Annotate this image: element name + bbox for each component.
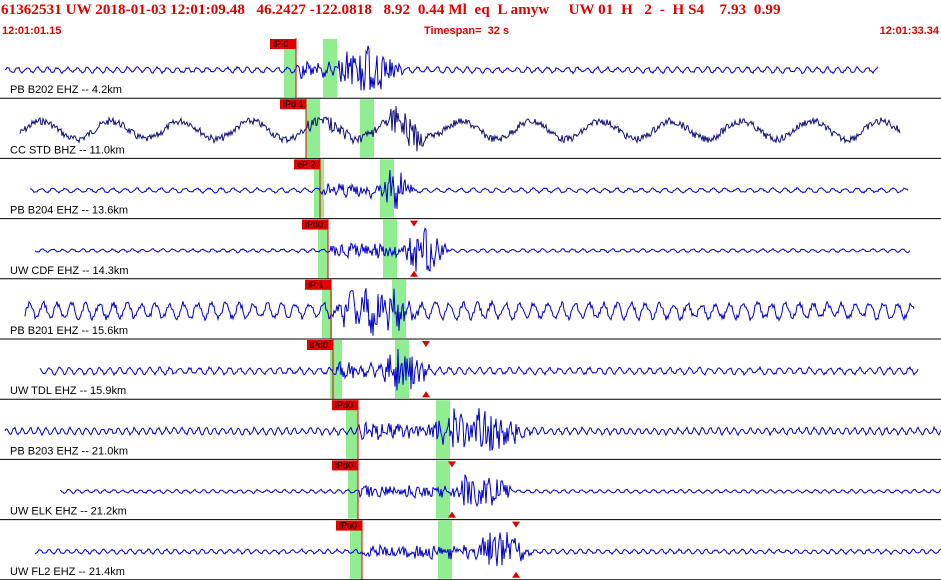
pick-label: iP 0 [273, 39, 288, 49]
pick-label-box[interactable] [270, 39, 296, 49]
pick-label-box[interactable] [302, 219, 328, 230]
station-label: PB B202 EHZ -- 4.2km [10, 84, 122, 96]
pick-label: iPd 1 [283, 99, 304, 109]
pick-label-box[interactable] [332, 400, 358, 411]
pick-label-box[interactable] [305, 279, 331, 290]
start-time: 12:01:01.15 [2, 25, 62, 37]
s-window [392, 279, 406, 338]
trace-panel[interactable]: iPd 1 CC STD BHZ -- 11.0km [0, 98, 941, 159]
pick-window [284, 39, 296, 98]
pick-label-box[interactable] [294, 159, 320, 170]
waveform-trace [34, 227, 911, 272]
station-label: PB B201 EHZ -- 15.6km [10, 325, 128, 337]
waveform-trace [34, 532, 941, 567]
pick-window [322, 279, 332, 338]
amplitude-marker-top [410, 220, 418, 227]
pick-label-box[interactable] [332, 460, 358, 471]
pick-label: iPd0 [335, 400, 353, 410]
amplitude-marker-bottom [422, 391, 430, 398]
timespan: Timespan= 32 s [424, 25, 510, 37]
event-header: 61362531 UW 2018-01-03 12:01:09.48 46.24… [0, 0, 941, 38]
seismogram-panels[interactable]: iP 0 PB B202 EHZ -- 4.2km iPd 1 CC STD BHZ … [0, 38, 941, 580]
s-window [360, 99, 374, 158]
pick-window [348, 460, 358, 519]
end-time: 12:01:33.34 [879, 25, 939, 37]
s-window [436, 400, 450, 459]
pick-label: iPd0 [310, 340, 328, 350]
trace-panel[interactable]: iPd0 UW ELK EHZ -- 21.2km [0, 459, 941, 521]
event-summary-title: 61362531 UW 2018-01-03 12:01:09.48 46.24… [1, 2, 781, 18]
pick-label-box[interactable] [307, 340, 333, 350]
amplitude-marker-bottom [448, 511, 456, 518]
pick-label: iP 1 [308, 280, 323, 290]
station-label: UW CDF EHZ -- 14.3km [10, 265, 129, 277]
pick-label-box[interactable] [280, 99, 306, 110]
amplitude-marker-top [422, 341, 430, 347]
trace-panel[interactable]: iPd0 UW CDF EHZ -- 14.3km [0, 218, 941, 280]
amplitude-marker-bottom [512, 571, 520, 578]
waveform-trace [19, 105, 901, 152]
waveform-trace [4, 408, 941, 451]
pick-label: eP 2 [297, 159, 315, 169]
station-label: CC STD BHZ -- 11.0km [10, 144, 125, 156]
station-label: UW FL2 EHZ -- 21.4km [10, 566, 125, 578]
station-label: UW TDL EHZ -- 15.9km [10, 385, 126, 397]
pick-window [306, 99, 320, 158]
waveform-trace [24, 288, 915, 336]
amplitude-marker-bottom [410, 270, 418, 277]
pick-label: iPd0 [335, 460, 353, 470]
waveform-trace [29, 170, 909, 210]
pick-window [318, 219, 328, 278]
pick-label: iPd0 [305, 220, 323, 230]
trace-panel[interactable]: iPd0 UW TDL EHZ -- 15.9km [0, 339, 941, 400]
trace-panel[interactable]: iP 0 PB B202 EHZ -- 4.2km [0, 38, 941, 99]
pick-label: iPu0 [339, 521, 357, 531]
waveform-trace [39, 348, 919, 391]
trace-panel[interactable]: iP 1 PB B201 EHZ -- 15.6km [0, 278, 941, 340]
trace-panel[interactable]: iPd0 PB B203 EHZ -- 21.0km [0, 399, 941, 460]
trace-panel[interactable]: iPu0 UW FL2 EHZ -- 21.4km [0, 519, 941, 580]
station-label: PB B204 EHZ -- 13.6km [10, 205, 128, 217]
s-window [436, 460, 450, 519]
pick-window [314, 159, 324, 218]
waveform-trace [5, 45, 879, 91]
amplitude-marker-top [448, 461, 456, 468]
waveform-trace [59, 474, 941, 508]
station-label: UW ELK EHZ -- 21.2km [10, 506, 127, 518]
amplitude-marker-top [512, 521, 520, 528]
pick-label-box[interactable] [336, 520, 362, 531]
station-label: PB B203 EHZ -- 21.0km [10, 445, 128, 457]
trace-panel[interactable]: eP 2 PB B204 EHZ -- 13.6km [0, 158, 941, 220]
